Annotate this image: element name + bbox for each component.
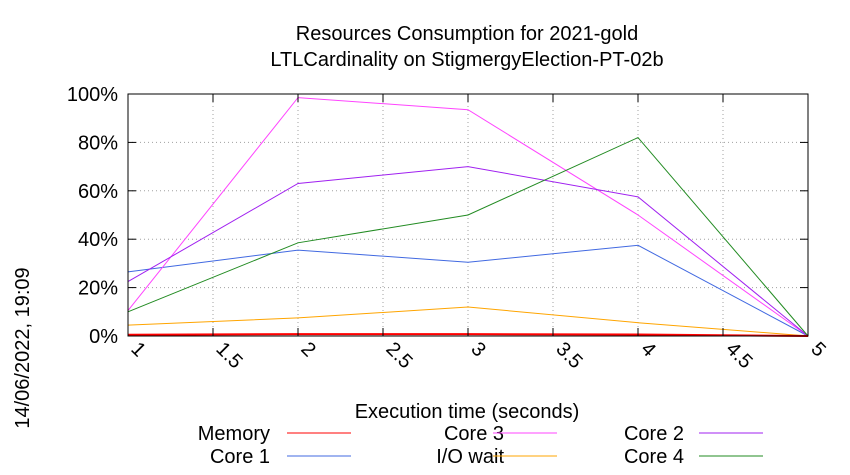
y-tick-label: 80% [78, 132, 118, 154]
y-tick-label: 100% [67, 84, 118, 106]
legend-label-core-3: Core 3 [444, 423, 504, 445]
legend-label-memory: Memory [198, 423, 270, 445]
y-tick-label: 20% [78, 278, 118, 300]
x-tick-label: 3.5 [551, 338, 586, 373]
y-tick-label: 60% [78, 181, 118, 203]
series-line-core-4 [127, 136, 809, 337]
x-tick-label: 1.5 [211, 338, 246, 373]
plot-series [127, 97, 809, 337]
x-tick-label: 4 [636, 338, 659, 361]
y-tick-label: 0% [89, 326, 118, 348]
legend-label-core-4: Core 4 [624, 446, 684, 468]
x-tick-label: 2.5 [381, 338, 416, 373]
timestamp-label: 14/06/2022, 19:09 [12, 267, 34, 428]
series-line-core-3 [127, 97, 809, 337]
legend-label-core-1: Core 1 [210, 446, 270, 468]
legend-label-i-o-wait: I/O wait [436, 446, 504, 468]
chart-subtitle: LTLCardinality on StigmergyElection-PT-0… [270, 49, 663, 71]
x-tick-label: 5 [806, 338, 829, 361]
x-axis-label: Execution time (seconds) [355, 401, 580, 423]
y-axis: 0% 20% 40% 60% 80% 100% [67, 84, 808, 348]
x-tick-label: 2 [296, 338, 319, 361]
legend-label-core-2: Core 2 [624, 423, 684, 445]
x-tick-label: 3 [466, 338, 489, 361]
series-line-i-o-wait [127, 306, 809, 337]
chart-title: Resources Consumption for 2021-gold [296, 23, 638, 45]
y-tick-label: 40% [78, 229, 118, 251]
x-axis: 1 1.5 2 2.5 3 3.5 4 4.5 5 [126, 94, 830, 373]
x-tick-label: 4.5 [721, 338, 756, 373]
series-line-core-2 [127, 166, 809, 337]
series-line-core-1 [127, 244, 809, 337]
x-tick-label: 1 [126, 338, 149, 361]
